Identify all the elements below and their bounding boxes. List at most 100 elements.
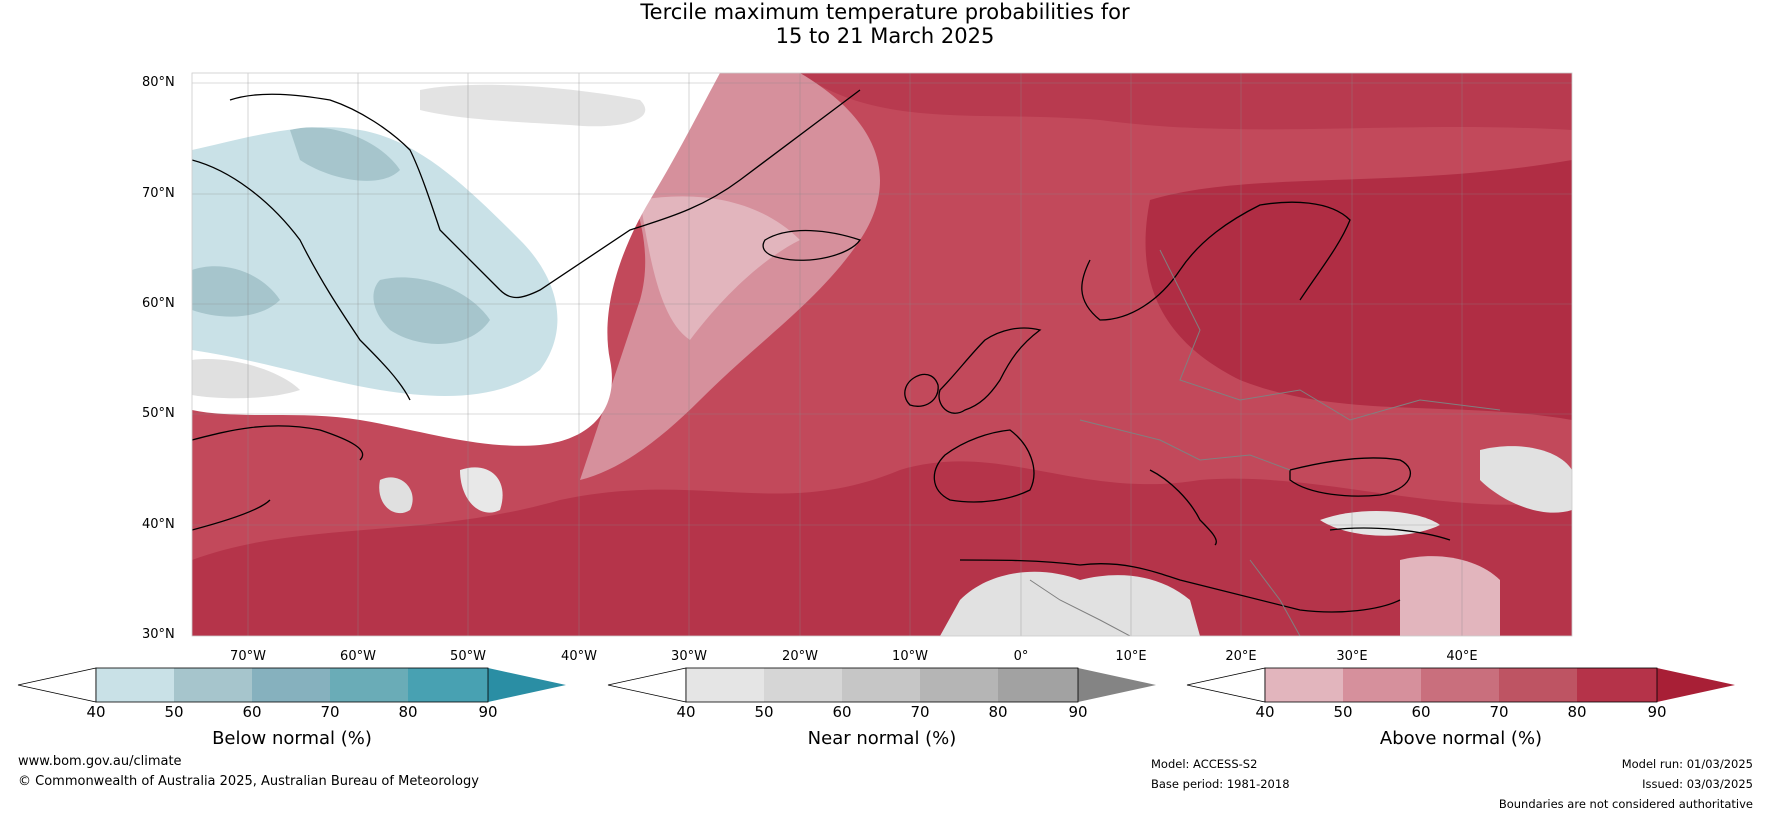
cb-above-tick: 40 [1255,703,1275,721]
lon-label-30e: 30°E [1336,649,1368,664]
near-normal-turkey [1320,510,1440,536]
footer-issued: Issued: 03/03/2025 [1642,777,1753,791]
map-title: Tercile maximum temperature probabilitie… [0,0,1770,48]
colorbar-above-bin-5 [1577,668,1657,702]
above-50-middle-east [1400,556,1500,636]
colorbar-above-high-arrow [1657,668,1735,702]
lat-label-30n: 30°N [142,627,175,642]
newfoundland-coast [192,425,364,461]
cb-near-title: Near normal (%) [807,728,957,749]
colorbar-below-bin-1 [96,668,174,702]
cb-near-tick: 60 [832,703,852,721]
colorbar-above-bin-1 [1265,668,1343,702]
cb-above-tick: 90 [1647,703,1667,721]
colorbar-near-bin-4 [920,668,998,702]
baffin-labrador-coast [192,159,411,401]
cb-above-title: Above normal (%) [1379,728,1543,749]
lon-label-0: 0° [1013,649,1029,664]
below-60-patch-baffin [290,127,400,181]
greenland-east-coast [499,89,861,299]
map-field [192,73,1572,636]
lon-label-30w: 30°W [671,649,707,664]
cb-below-tick: 90 [478,703,498,721]
border-line-1 [1159,249,1501,421]
lon-label-10e: 10°E [1115,649,1147,664]
cb-above-tick: 50 [1333,703,1353,721]
lat-label-60n: 60°N [142,296,175,311]
below-60-patch-labrador [373,277,490,344]
lon-label-20e: 20°E [1225,649,1257,664]
colorbar-above-bin-3 [1421,668,1499,702]
near-normal-north-africa [940,571,1200,636]
footer-url[interactable]: www.bom.gov.au/climate [18,754,182,769]
lon-label-50w: 50°W [450,649,486,664]
iceland-coast [762,229,862,261]
lon-label-40e: 40°E [1446,649,1478,664]
map-title-line1: Tercile maximum temperature probabilitie… [640,0,1130,24]
footer-copyright: © Commonwealth of Australia 2025, Austra… [18,774,479,789]
scandinavia-coast [1081,201,1351,321]
lat-label-50n: 50°N [142,406,175,421]
lat-label-70n: 70°N [142,186,175,201]
italy-coast [1149,469,1217,546]
us-east-coast [192,499,271,531]
above-90-north [800,73,1572,130]
cb-near-tick: 90 [1068,703,1088,721]
north-africa-coast [959,559,1401,613]
cb-below-tick: 40 [86,703,106,721]
near-normal-patch-west [192,359,300,399]
cb-below-tick: 80 [398,703,418,721]
lat-label-40n: 40°N [142,517,175,532]
coastlines [192,89,1451,613]
map-frame [191,72,1573,637]
footer-base-period: Base period: 1981-2018 [1151,777,1290,791]
borders [1029,249,1501,636]
ireland-coast [904,373,939,407]
cb-above-tick: 60 [1411,703,1431,721]
near-normal-caspian [1480,446,1572,513]
colorbar-near-bin-5 [998,668,1078,702]
near-normal-patch-coast [379,477,413,514]
colorbar-above-normal [1186,667,1735,703]
colorbar-near-low-arrow [607,667,687,703]
cb-below-tick: 60 [242,703,262,721]
footer-model: Model: ACCESS-S2 [1151,757,1258,771]
colorbar-below-low-arrow [17,667,97,703]
colorbar-below-normal [17,667,566,703]
colorbar-near-bin-2 [764,668,842,702]
black-sea-coast [1289,457,1412,497]
colorbar-near-high-arrow [1078,668,1156,702]
cb-below-title: Below normal (%) [212,728,372,749]
iberia-coast [933,429,1035,503]
near-normal-patch-coast-2 [460,467,503,513]
footer-disclaimer: Boundaries are not considered authoritat… [1498,797,1753,811]
great-britain-coast [938,327,1042,414]
colorbar-near-bin-1 [686,668,764,702]
graticule [192,73,1572,636]
lat-label-80n: 80°N [142,75,175,90]
above-90-east [1145,160,1572,420]
colorbar-below-bin-4 [330,668,408,702]
border-line-4 [1249,559,1301,636]
footer-model-run: Model run: 01/03/2025 [1621,757,1753,771]
cb-below-tick: 70 [320,703,340,721]
colorbar-below-bin-2 [174,668,252,702]
near-normal-patch-north [420,84,646,127]
cb-below-tick: 50 [164,703,184,721]
greenland-west-coast [229,93,501,291]
border-line-3 [1029,579,1131,636]
colorbar-near-normal [607,667,1156,703]
colorbar-below-bin-5 [408,668,488,702]
cb-near-tick: 80 [988,703,1008,721]
border-line-2 [1079,419,1291,471]
lon-label-60w: 60°W [340,649,376,664]
cb-above-tick: 80 [1567,703,1587,721]
cb-above-tick: 70 [1489,703,1509,721]
map-title-line2: 15 to 21 March 2025 [775,24,995,48]
lon-label-40w: 40°W [561,649,597,664]
turkey-coast [1329,527,1451,541]
cb-near-tick: 50 [754,703,774,721]
cb-near-tick: 40 [676,703,696,721]
colorbar-near-bin-3 [842,668,920,702]
